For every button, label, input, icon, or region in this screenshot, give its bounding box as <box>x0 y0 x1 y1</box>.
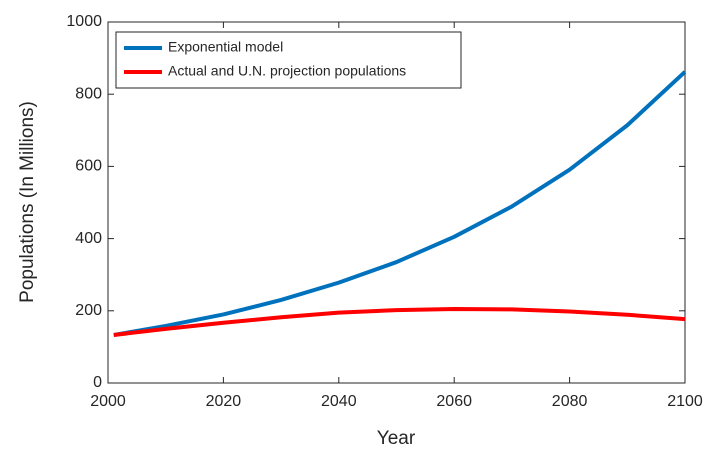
x-tick-label: 2100 <box>667 393 703 410</box>
x-tick-label: 2040 <box>321 393 357 410</box>
y-axis-label: Populations (In Millions) <box>17 101 38 303</box>
x-axis-label: Year <box>377 428 416 449</box>
legend-label: Actual and U.N. projection populations <box>168 63 406 79</box>
legend-label: Exponential model <box>168 39 283 55</box>
y-tick-label: 400 <box>75 230 102 247</box>
series-line <box>113 306 686 337</box>
y-tick-label: 1000 <box>66 13 102 30</box>
x-tick-label: 2000 <box>90 393 126 410</box>
x-tick-label: 2020 <box>206 393 242 410</box>
legend-box <box>115 31 462 89</box>
y-tick-label: 600 <box>75 158 102 175</box>
series-line <box>113 70 687 337</box>
x-tick-label: 2080 <box>552 393 588 410</box>
y-tick-label: 800 <box>75 85 102 102</box>
x-tick-label: 2060 <box>436 393 472 410</box>
y-tick-label: 0 <box>93 374 102 391</box>
y-tick-label: 200 <box>75 302 102 319</box>
